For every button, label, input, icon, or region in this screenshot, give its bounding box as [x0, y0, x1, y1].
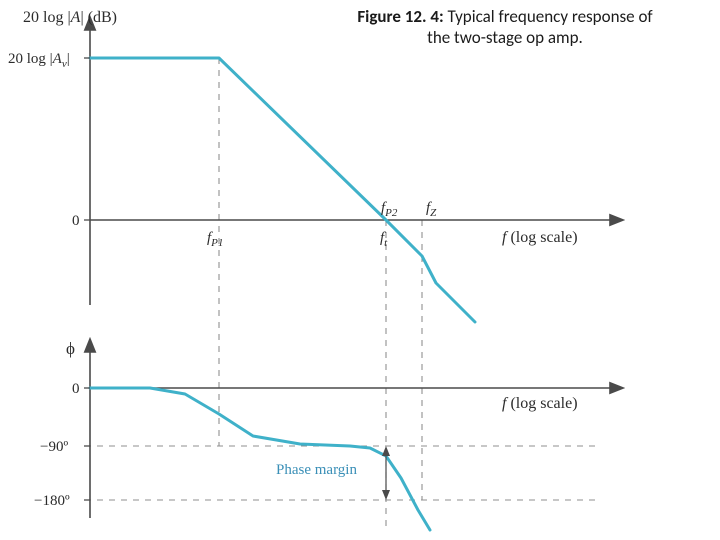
phase-margin-marker: Phase margin	[276, 446, 390, 500]
tick-marks	[84, 58, 90, 500]
mag-tick-zero: 0	[72, 213, 80, 229]
axes	[90, 18, 622, 518]
mag-x-axis-label: f (log scale)	[502, 229, 578, 246]
phase-tick-neg180: −180º	[34, 493, 70, 509]
phase-tick-zero: 0	[72, 381, 80, 397]
phase-y-axis-label: ϕ	[66, 339, 75, 358]
response-curves	[90, 58, 475, 530]
label-fZ: fZ	[426, 200, 437, 219]
axis-and-tick-text: 20 log |A| (dB) 20 log |Av| 0 f (log scale)…	[8, 9, 578, 509]
label-fP1: fP1	[207, 230, 223, 249]
magnitude-curve	[90, 58, 475, 322]
mag-tick-Av: 20 log |Av|	[8, 51, 70, 70]
phase-x-axis-label: f (log scale)	[502, 395, 578, 412]
phase-tick-neg90: −90º	[40, 439, 68, 455]
mag-y-axis-label: 20 log |A| (dB)	[23, 9, 117, 26]
phase-margin-label: Phase margin	[276, 462, 357, 478]
guide-lines	[85, 58, 600, 530]
label-ft: ft	[380, 230, 388, 249]
bode-plot: 20 log |A| (dB) 20 log |Av| 0 f (log scale)…	[0, 0, 720, 540]
phase-curve	[90, 388, 430, 530]
